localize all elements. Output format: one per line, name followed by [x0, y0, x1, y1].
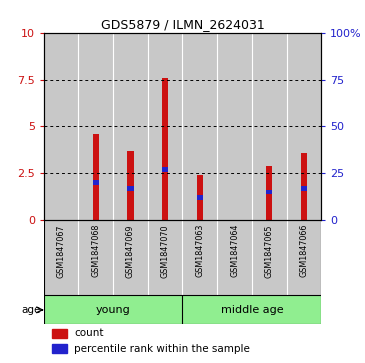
Bar [217, 220, 252, 295]
Text: middle age: middle age [220, 305, 283, 315]
Text: young: young [96, 305, 131, 315]
Text: GSM1847063: GSM1847063 [195, 224, 204, 277]
Bar [148, 33, 182, 220]
Text: GSM1847069: GSM1847069 [126, 224, 135, 277]
Bar [52, 329, 68, 338]
Text: GSM1847070: GSM1847070 [161, 224, 170, 277]
Bar [113, 220, 148, 295]
Bar [44, 295, 182, 325]
Text: GSM1847066: GSM1847066 [299, 224, 308, 277]
Bar [93, 180, 99, 185]
Bar [78, 33, 113, 220]
Text: GSM1847065: GSM1847065 [265, 224, 274, 277]
Bar [148, 220, 182, 295]
Bar [287, 33, 321, 220]
Bar [127, 186, 134, 191]
Bar [44, 33, 78, 220]
Bar [182, 33, 217, 220]
Bar [182, 220, 217, 295]
Bar [266, 166, 272, 220]
Text: percentile rank within the sample: percentile rank within the sample [74, 344, 250, 354]
Text: count: count [74, 328, 104, 338]
Title: GDS5879 / ILMN_2624031: GDS5879 / ILMN_2624031 [101, 19, 264, 32]
Bar [182, 295, 321, 325]
Text: GSM1847067: GSM1847067 [57, 224, 66, 277]
Bar [78, 220, 113, 295]
Bar [52, 344, 68, 353]
Bar [252, 220, 287, 295]
Bar [266, 190, 272, 195]
Bar [287, 220, 321, 295]
Text: GSM1847064: GSM1847064 [230, 224, 239, 277]
Bar [44, 220, 78, 295]
Bar [301, 153, 307, 220]
Bar [93, 134, 99, 220]
Bar [217, 33, 252, 220]
Bar [127, 151, 134, 220]
Bar [162, 78, 168, 220]
Text: age: age [21, 305, 40, 315]
Bar [197, 195, 203, 200]
Text: GSM1847068: GSM1847068 [91, 224, 100, 277]
Bar [113, 33, 148, 220]
Bar [301, 186, 307, 191]
Bar [197, 175, 203, 220]
Bar [162, 167, 168, 172]
Bar [252, 33, 287, 220]
